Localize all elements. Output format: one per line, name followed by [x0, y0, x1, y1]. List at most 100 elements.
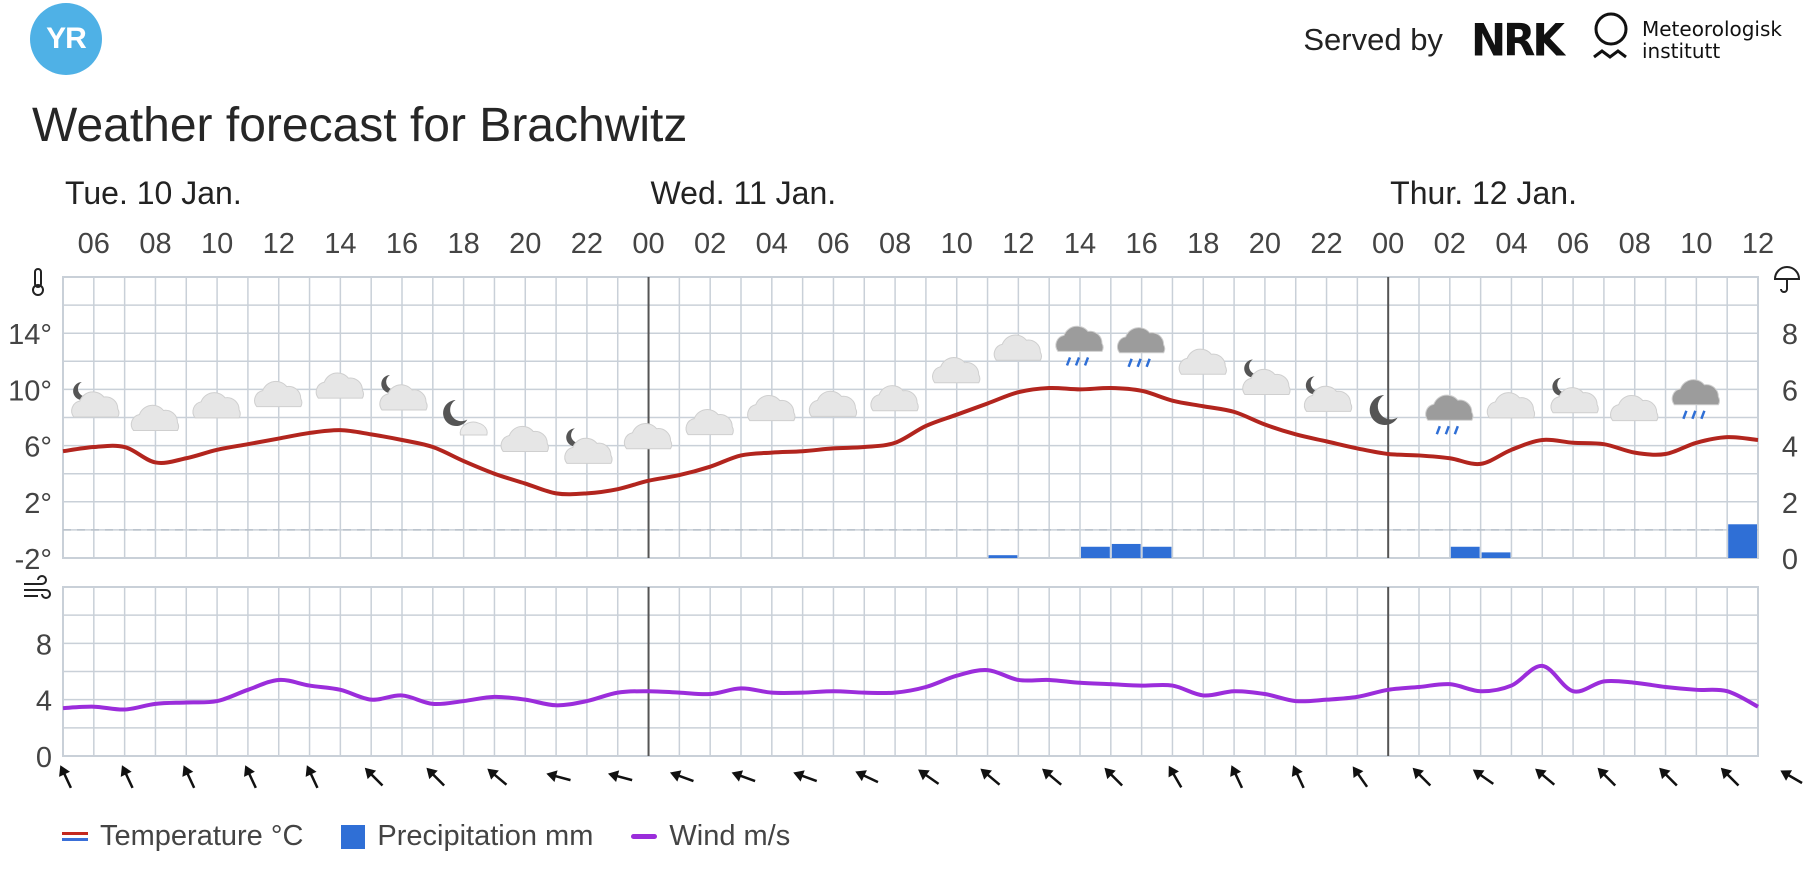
precipitation-bar — [1728, 524, 1757, 558]
hour-tick-label: 12 — [1742, 228, 1774, 260]
wind-direction-arrows — [59, 765, 1803, 789]
hour-tick-label: 04 — [756, 228, 788, 260]
day-label: Thur. 12 Jan. — [1390, 175, 1577, 211]
wind-direction-arrow — [364, 767, 384, 787]
raindrop — [1074, 356, 1081, 366]
wind-direction-arrow — [1412, 767, 1432, 787]
day-label: Wed. 11 Jan. — [651, 175, 837, 211]
precipitation-bar — [1111, 543, 1141, 558]
page-title: Weather forecast for Brachwitz — [32, 99, 688, 152]
wind-direction-arrow — [1104, 767, 1124, 787]
temperature-tick-label: -2° — [15, 544, 52, 576]
wind-direction-arrow — [1597, 767, 1617, 787]
arrow-head — [59, 765, 70, 777]
hour-tick-label: 00 — [632, 228, 664, 260]
wind-series — [62, 663, 1759, 712]
cloudy-icon — [623, 423, 673, 450]
arrow-head — [607, 770, 620, 783]
arrow-head — [793, 770, 805, 782]
cloud-shape — [1486, 392, 1536, 419]
wind-direction-arrow — [793, 770, 818, 783]
wind-line — [62, 663, 1759, 712]
precipitation-swatch — [341, 824, 366, 849]
cloud-shape — [1610, 394, 1659, 422]
met-logo[interactable]: Meteorologisk institutt — [1590, 11, 1782, 69]
arrow-head — [1659, 767, 1671, 780]
precipitation-bar — [1081, 546, 1110, 558]
weather-symbols — [71, 325, 1720, 464]
arrow-head — [244, 765, 255, 777]
arrow-head — [546, 770, 558, 783]
hour-tick-label: 16 — [1126, 228, 1158, 260]
hour-tick-label: 16 — [386, 228, 418, 260]
hour-tick-label: 22 — [1310, 228, 1342, 260]
wind-direction-arrow — [1720, 767, 1740, 787]
arrow-head — [1291, 765, 1303, 777]
cloud-shape — [747, 394, 796, 422]
cloud-shape — [500, 425, 549, 453]
hour-tick-label: 10 — [941, 228, 973, 260]
hour-tick-label: 20 — [509, 228, 541, 260]
moon-shape — [566, 428, 584, 447]
arrow-head — [1412, 767, 1424, 780]
raindrop — [1127, 358, 1133, 368]
hour-tick-label: 08 — [139, 228, 171, 260]
hour-tick-label: 20 — [1249, 228, 1281, 260]
precipitation-bar — [1142, 546, 1172, 558]
cloudy-icon — [1610, 394, 1659, 422]
forecast-chart: Tue. 10 Jan. Wed. 11 Jan. Thur. 12 Jan. 06… — [8, 175, 1803, 789]
raindrop — [1083, 356, 1090, 366]
cloudy-icon — [685, 409, 734, 436]
wind-direction-arrow — [1780, 770, 1803, 785]
wind-swatch — [631, 834, 658, 839]
day-labels: Tue. 10 Jan. Wed. 11 Jan. Thur. 12 Jan. — [65, 175, 1577, 211]
wind-direction-arrow — [607, 770, 633, 783]
wind-direction-arrow — [1291, 765, 1305, 789]
moon-shape — [443, 400, 468, 427]
hour-labels: 06 08 10 12 14 16 18 20 22 00 02 04 06 08 10 12 14 16 18 20… — [78, 228, 1774, 260]
raindrop — [1435, 425, 1441, 435]
cloud-shape — [1055, 325, 1104, 352]
raindrop — [1065, 356, 1072, 366]
precipitation-bar — [1450, 546, 1480, 558]
cloudy-icon — [500, 425, 549, 453]
arrow-head — [182, 765, 194, 777]
clear-night-icon — [1369, 395, 1398, 426]
partly-cloudy-night-icon — [379, 374, 428, 411]
wind-direction-arrow — [1659, 767, 1678, 787]
cloud-shape — [808, 390, 858, 417]
cloudy-icon — [808, 390, 858, 417]
precipitation-bars — [988, 524, 1757, 558]
hour-tick-label: 22 — [571, 228, 603, 260]
arrow-head — [305, 765, 317, 777]
met-logo-text: Meteorologisk institutt — [1642, 18, 1782, 62]
moon-shape — [1369, 395, 1398, 426]
wind-direction-arrow — [669, 770, 694, 783]
arrow-head — [669, 770, 682, 782]
legend-temperature: Temperature °C — [62, 820, 303, 853]
arrow-head — [1042, 768, 1054, 780]
cloud-shape — [130, 404, 180, 431]
thermometer-icon — [32, 268, 44, 296]
cloud-shape — [1242, 368, 1291, 396]
precipitation-axis: 8 6 4 2 0 — [1782, 319, 1798, 576]
legend: Temperature °C Precipitation mm Wind m/s — [62, 820, 790, 853]
met-circle-icon — [1593, 12, 1628, 59]
moon-shape — [73, 382, 90, 400]
raindrop — [1682, 410, 1688, 420]
wind-direction-arrow — [1168, 765, 1183, 789]
cloud-shape — [623, 423, 673, 450]
hour-tick-label: 06 — [78, 228, 110, 260]
arrow-head — [487, 768, 499, 780]
nrk-logo[interactable]: NRK — [1470, 14, 1565, 66]
arrow-head — [1352, 766, 1364, 778]
arrow-head — [918, 769, 930, 781]
partly-cloudy-night-icon — [564, 428, 613, 464]
axis-icons — [24, 266, 1801, 599]
raindrop — [1691, 410, 1697, 420]
wind-axis: 8 4 0 — [36, 629, 52, 774]
cloudy-icon — [1486, 392, 1536, 419]
moon-shape — [381, 374, 399, 393]
day-label: Tue. 10 Jan. — [65, 175, 242, 211]
yr-logo[interactable]: YR — [30, 3, 102, 75]
